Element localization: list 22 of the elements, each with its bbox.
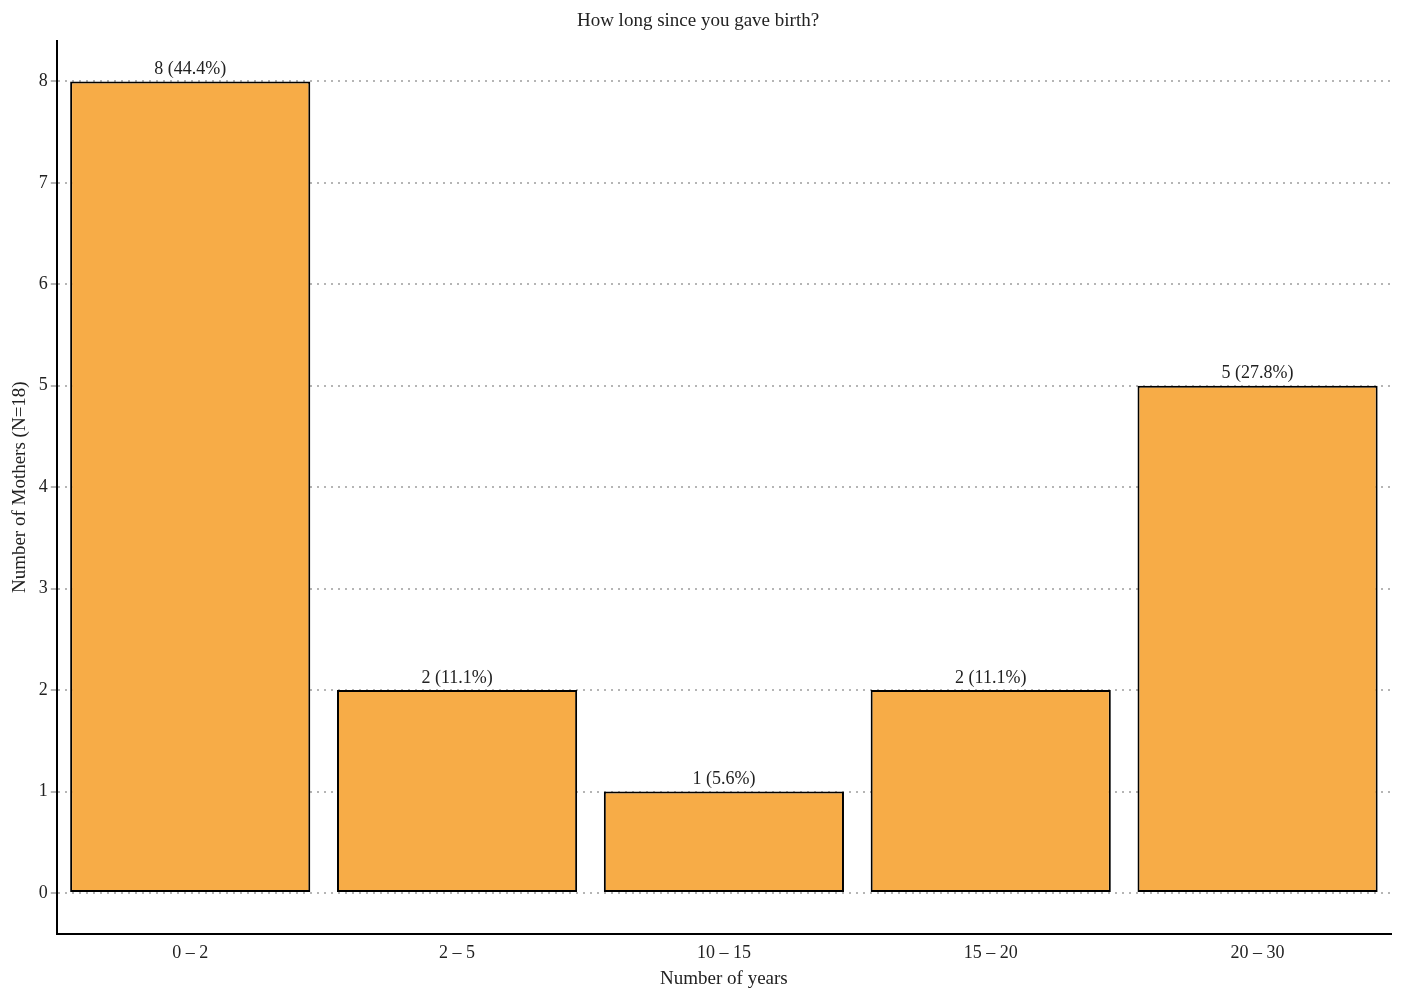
x-axis-title: Number of years xyxy=(660,966,788,988)
x-tick-label: 2 – 5 xyxy=(439,942,476,963)
y-tick-label: 4 xyxy=(38,475,48,496)
x-tick-label: 10 – 15 xyxy=(696,942,751,963)
y-tick-label: 3 xyxy=(38,577,48,598)
x-tick-label: 0 – 2 xyxy=(172,942,209,963)
y-tick-label: 0 xyxy=(38,881,48,902)
data-label: 1 (5.6%) xyxy=(692,768,756,790)
data-label: 2 (11.1%) xyxy=(955,666,1027,688)
y-tick-label: 7 xyxy=(38,171,48,192)
chart-title: How long since you gave birth? xyxy=(576,9,820,31)
y-tick-label: 2 xyxy=(38,678,48,699)
data-label: 2 (11.1%) xyxy=(421,666,493,688)
x-tick-label: 20 – 30 xyxy=(1230,942,1285,963)
data-label: 8 (44.4%) xyxy=(154,58,227,80)
data-label: 5 (27.8%) xyxy=(1221,362,1294,384)
y-tick-label: 8 xyxy=(38,70,48,91)
y-tick-label: 5 xyxy=(38,374,48,395)
x-tick-label: 15 – 20 xyxy=(963,942,1018,963)
y-axis-title: Number of Mothers (N=18) xyxy=(8,381,31,594)
y-tick-label: 1 xyxy=(38,780,48,801)
y-tick-label: 6 xyxy=(38,273,48,294)
